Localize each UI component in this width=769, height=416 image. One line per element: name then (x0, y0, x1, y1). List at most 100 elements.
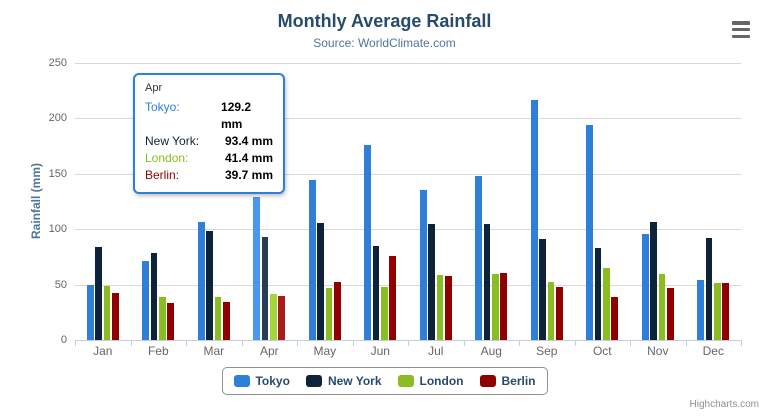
bar-tokyo-jan[interactable] (86, 284, 94, 340)
y-axis-tick-label: 200 (48, 112, 67, 125)
bar-london-apr[interactable] (270, 294, 277, 340)
tooltip-row: Berlin: 39.7 mm (145, 167, 273, 184)
x-axis-label: Mar (203, 344, 225, 358)
legend-item-tokyo[interactable]: Tokyo (233, 374, 290, 388)
bar-london-mar[interactable] (214, 296, 222, 340)
bar-newyork-nov[interactable] (650, 221, 657, 340)
x-axis-tick (408, 340, 409, 346)
bar-berlin-apr[interactable] (278, 296, 286, 340)
legend: Tokyo New York London Berlin (221, 367, 548, 395)
bar-newyork-sep[interactable] (539, 239, 546, 340)
y-gridline (75, 118, 741, 120)
bar-newyork-aug[interactable] (483, 224, 491, 340)
bar-london-jan[interactable] (103, 285, 111, 340)
bar-berlin-jan[interactable] (111, 293, 119, 340)
bar-london-sep[interactable] (547, 281, 555, 340)
bar-newyork-mar[interactable] (206, 230, 213, 340)
bar-tokyo-may[interactable] (308, 180, 316, 340)
x-axis-tick (241, 340, 243, 346)
x-axis-label: Apr (259, 344, 279, 358)
bar-newyork-jun[interactable] (372, 246, 380, 340)
bar-tokyo-jun[interactable] (364, 145, 372, 340)
x-axis-label: Nov (647, 344, 669, 358)
bar-london-aug[interactable] (492, 274, 499, 340)
bar-berlin-aug[interactable] (500, 273, 508, 340)
chart-subtitle: Source: WorldClimate.com (313, 36, 456, 50)
bar-tokyo-dec[interactable] (697, 279, 705, 340)
x-axis-tick (463, 340, 465, 346)
tooltip-header: Apr (145, 82, 163, 94)
bar-newyork-oct[interactable] (594, 247, 602, 340)
bar-london-may[interactable] (325, 287, 333, 340)
tooltip-row: New York: 93.4 mm (145, 133, 273, 150)
tooltip-series-value: 41.4 mm (224, 151, 274, 165)
chart-title: Monthly Average Rainfall (277, 11, 492, 31)
x-axis-label: May (313, 344, 337, 358)
x-axis-tick (130, 340, 132, 346)
legend-label: Berlin (501, 374, 536, 388)
bar-london-oct[interactable] (603, 267, 610, 340)
bar-newyork-dec[interactable] (705, 237, 713, 340)
y-gridline (75, 229, 741, 231)
bar-berlin-nov[interactable] (666, 288, 674, 340)
x-axis-tick (741, 340, 742, 346)
tooltip-series-name: London: (145, 151, 189, 165)
y-axis-tick-label: 150 (48, 167, 67, 180)
bar-london-jul[interactable] (436, 274, 444, 340)
bar-tokyo-sep[interactable] (530, 100, 538, 340)
bar-newyork-may[interactable] (317, 222, 324, 340)
bar-berlin-oct[interactable] (611, 296, 619, 340)
x-axis-tick (630, 340, 631, 346)
legend-label: London (419, 374, 464, 388)
bar-tokyo-aug[interactable] (475, 175, 483, 340)
x-axis-tick (352, 340, 354, 346)
bar-newyork-feb[interactable] (150, 252, 158, 340)
bar-berlin-dec[interactable] (722, 283, 730, 340)
x-axis-label: Jun (370, 344, 390, 358)
x-axis-label: Feb (147, 344, 169, 358)
bar-london-jun[interactable] (381, 286, 388, 340)
y-axis-tick-label: 50 (54, 278, 67, 291)
legend-item-london[interactable]: London (397, 374, 464, 388)
bar-tokyo-apr[interactable] (253, 196, 261, 340)
x-axis-label: Aug (480, 344, 502, 358)
bar-tokyo-oct[interactable] (586, 124, 594, 340)
legend-item-newyork[interactable]: New York (305, 374, 382, 388)
x-axis-label: Sep (536, 344, 558, 358)
bar-newyork-jan[interactable] (95, 247, 102, 340)
bar-tokyo-nov[interactable] (641, 234, 649, 340)
x-axis-label: Dec (702, 344, 724, 358)
bar-newyork-jul[interactable] (428, 223, 435, 340)
tooltip-row: London: 41.4 mm (145, 150, 273, 167)
legend-item-berlin[interactable]: Berlin (479, 374, 536, 388)
hamburger-icon[interactable] (732, 21, 750, 38)
y-gridline (75, 284, 741, 286)
bar-berlin-may[interactable] (333, 281, 341, 340)
y-axis-tick-label: 0 (60, 334, 67, 346)
y-axis-tick-label: 100 (48, 223, 67, 236)
tooltip-row: Tokyo: 129.2 mm (145, 99, 273, 133)
bar-berlin-mar[interactable] (222, 301, 230, 340)
bar-tokyo-mar[interactable] (197, 222, 205, 340)
x-axis-tick (685, 340, 687, 346)
bar-berlin-feb[interactable] (167, 303, 175, 340)
bar-tokyo-feb[interactable] (142, 260, 150, 340)
tooltip: Apr Tokyo: 129.2 mm New York: 93.4 mm London… (133, 73, 285, 194)
bar-berlin-sep[interactable] (555, 287, 563, 340)
legend-swatch-icon (305, 375, 322, 387)
bar-berlin-jun[interactable] (389, 256, 397, 340)
bar-tokyo-jul[interactable] (419, 189, 427, 340)
legend-label: Tokyo (255, 374, 290, 388)
bar-newyork-apr[interactable] (261, 236, 269, 340)
bar-london-dec[interactable] (714, 283, 721, 340)
credits-link[interactable]: Highcharts.com (689, 399, 759, 410)
x-axis-tick (75, 340, 76, 346)
x-axis-tick (297, 340, 298, 346)
legend-label: New York (327, 374, 382, 388)
bar-berlin-jul[interactable] (444, 276, 452, 340)
bar-london-nov[interactable] (658, 274, 666, 340)
tooltip-series-name: Tokyo: (145, 100, 180, 114)
x-axis-tick (519, 340, 520, 346)
bar-london-feb[interactable] (159, 297, 166, 340)
tooltip-series-value: 39.7 mm (224, 168, 274, 182)
